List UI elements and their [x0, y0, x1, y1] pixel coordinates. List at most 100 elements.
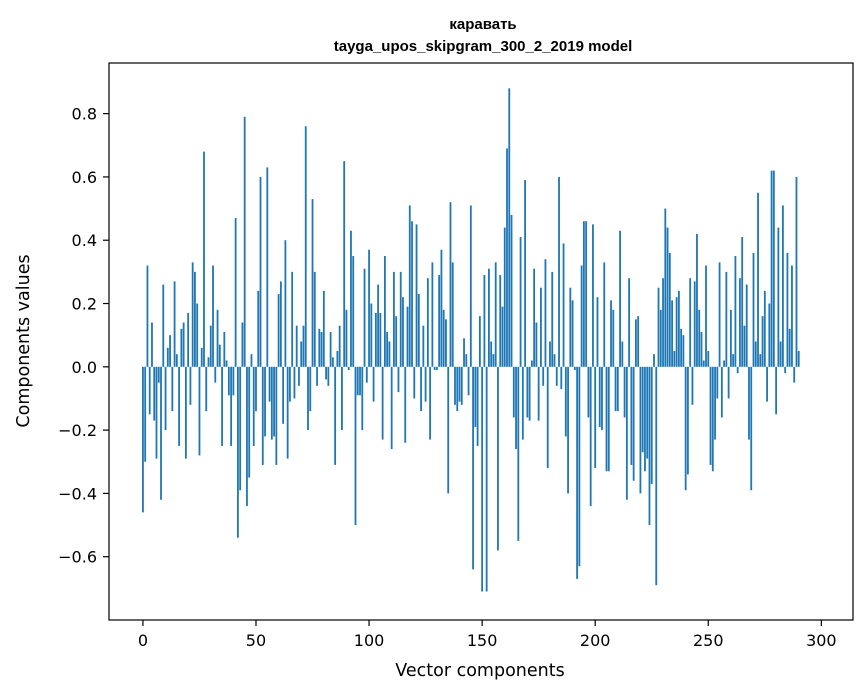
bar [766, 366, 768, 402]
bar [438, 275, 441, 367]
bar [361, 366, 364, 431]
bar [397, 366, 400, 393]
bar [612, 309, 615, 367]
bar [214, 366, 217, 383]
bar [499, 275, 502, 367]
bar [777, 227, 780, 367]
plot-frame [108, 62, 854, 621]
bar [524, 180, 527, 367]
bar [761, 316, 764, 367]
y-axis-label: Components values [14, 254, 34, 427]
bar [424, 366, 427, 402]
bar [594, 366, 597, 469]
bar [779, 341, 782, 367]
bar [162, 284, 165, 367]
bar [614, 366, 617, 412]
bar [720, 366, 723, 418]
bar [386, 332, 389, 367]
bar [668, 252, 671, 367]
bar [363, 268, 366, 367]
bar [562, 243, 565, 367]
bar [646, 366, 649, 459]
bar [743, 325, 746, 367]
bar [732, 354, 735, 367]
bar [526, 366, 529, 418]
bar [497, 366, 499, 551]
bar [601, 366, 603, 431]
bar [555, 366, 558, 386]
bar [458, 366, 461, 402]
bar [573, 366, 576, 370]
bar [560, 366, 563, 389]
bar [184, 366, 187, 459]
x-tick-label: 0 [138, 631, 148, 650]
bar [675, 297, 678, 367]
bar [415, 224, 418, 367]
bar [662, 278, 664, 367]
bar [307, 366, 309, 431]
bar [716, 366, 719, 399]
bar [291, 271, 294, 367]
bar [289, 366, 291, 402]
bar [356, 366, 359, 396]
bar [558, 176, 560, 367]
bar [564, 366, 567, 437]
bar [463, 338, 465, 367]
y-tick-label: −0.2 [58, 421, 97, 440]
bar [628, 278, 631, 367]
bar [781, 205, 784, 367]
bar [189, 366, 192, 405]
bar [481, 366, 484, 592]
bar [166, 347, 169, 367]
bar [232, 366, 235, 396]
bar [625, 366, 628, 500]
bar [763, 290, 766, 367]
bar [445, 319, 447, 367]
bar [250, 354, 253, 367]
bar [218, 344, 221, 367]
bar [390, 366, 393, 450]
bar [246, 366, 248, 507]
bar [544, 259, 547, 367]
bar [698, 309, 701, 367]
bar [343, 161, 346, 367]
bar [587, 366, 590, 418]
bar [175, 354, 178, 367]
bar [535, 322, 538, 367]
y-tick-label: 0.6 [72, 168, 97, 187]
bar [148, 366, 151, 415]
bar [705, 265, 707, 367]
bar [488, 268, 490, 367]
bar [293, 366, 296, 399]
bar [702, 360, 705, 367]
bar [347, 366, 350, 370]
bar [435, 366, 438, 370]
bar [413, 366, 416, 399]
bar [381, 366, 384, 440]
bar [422, 325, 425, 367]
bar [429, 366, 432, 440]
bar [325, 366, 327, 380]
bar [700, 332, 703, 367]
bar [718, 262, 721, 367]
bar [711, 366, 714, 472]
bar [494, 262, 497, 367]
bar [255, 366, 257, 412]
bar [772, 170, 775, 367]
bar [474, 366, 477, 427]
bar [456, 366, 459, 412]
y-tick-label: 0.4 [72, 231, 97, 250]
bar [659, 309, 662, 367]
bar [512, 366, 515, 418]
bar [426, 278, 429, 367]
bar [173, 281, 176, 367]
bar [171, 366, 174, 412]
bar [671, 300, 673, 367]
bar [227, 366, 230, 396]
x-tick-label: 150 [467, 631, 498, 650]
bar [221, 366, 223, 446]
bar [492, 354, 495, 367]
bar [530, 360, 533, 367]
bar [533, 268, 536, 367]
bar [501, 306, 504, 367]
